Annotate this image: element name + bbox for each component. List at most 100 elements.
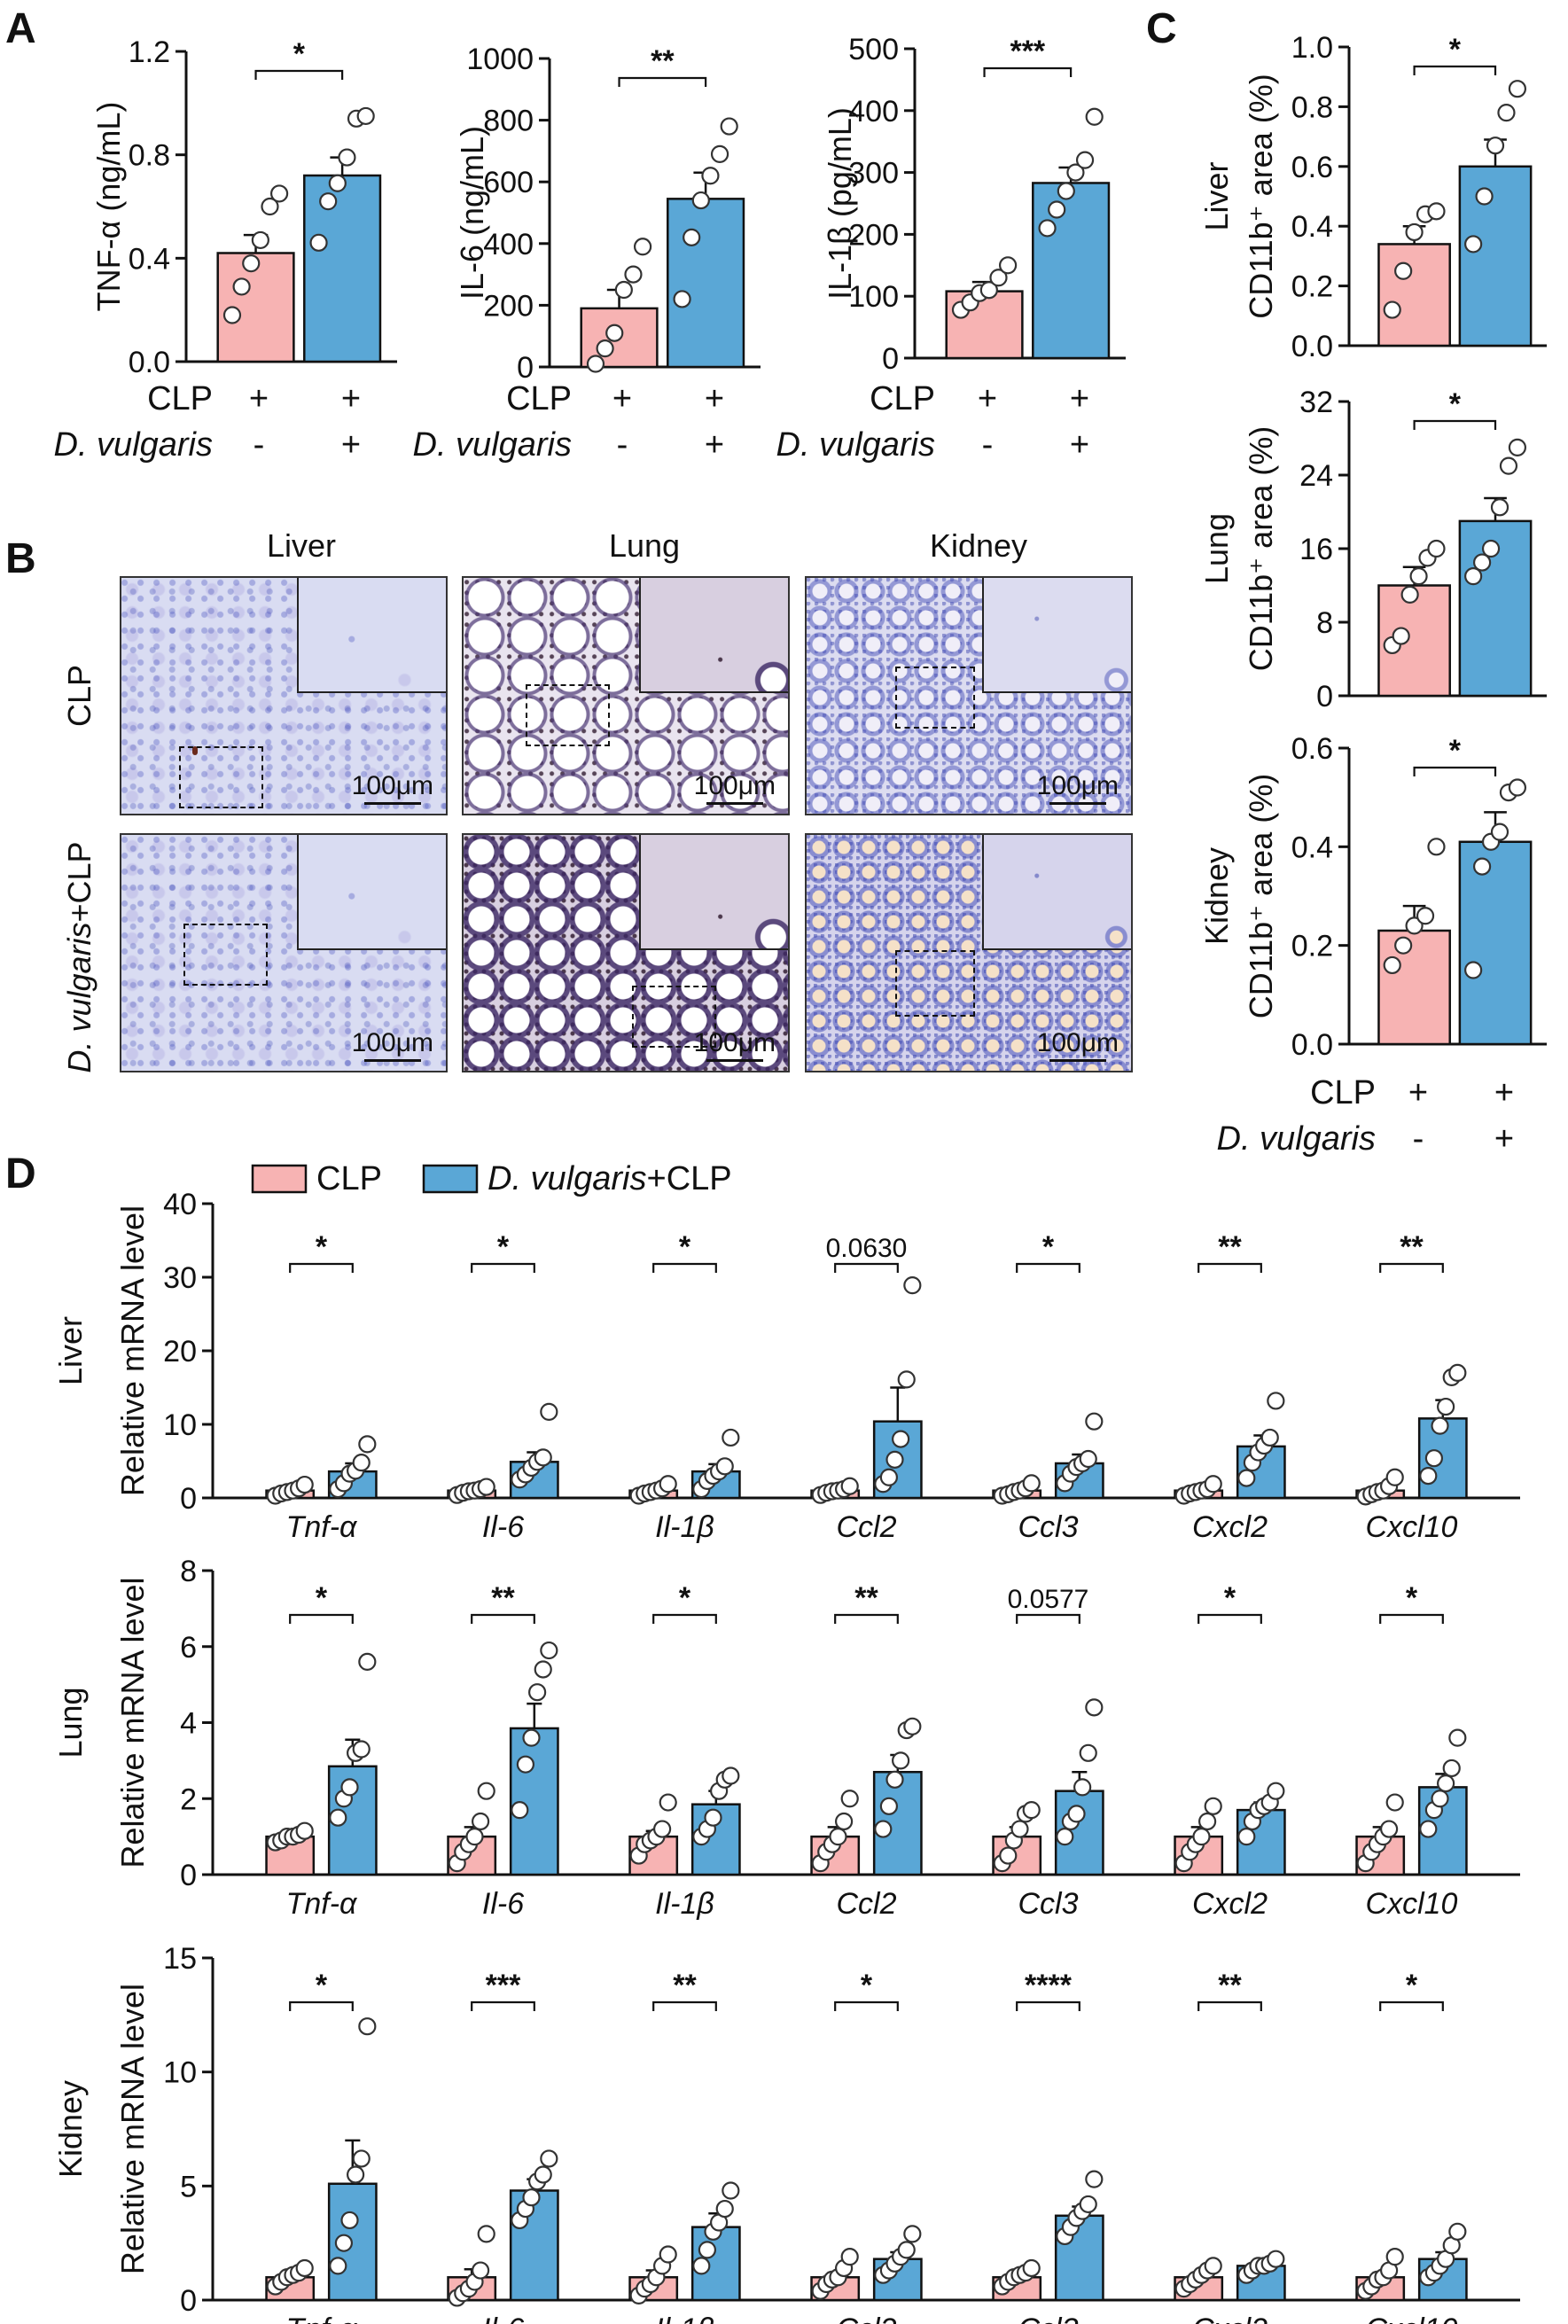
dv-point: [897, 2241, 916, 2259]
dv-point: [352, 1740, 371, 1759]
clp-point: [614, 280, 633, 300]
clp-row-label: CLP: [1310, 1074, 1376, 1111]
category-label: Ccl3: [1018, 2312, 1078, 2324]
clp-point: [1427, 838, 1446, 856]
clp-point: [1204, 2257, 1222, 2275]
dv-row-label: D. vulgaris: [54, 426, 214, 464]
clp-point: [999, 256, 1018, 275]
micro-row-label-dv: D. vulgaris+CLP: [61, 841, 98, 1072]
category-label: Tnf-α: [286, 1510, 358, 1544]
scale-label: 100μm: [1036, 1028, 1119, 1057]
micro-lung-clp: 100μm: [462, 576, 790, 815]
micro-liver-clp: 100μm: [120, 576, 448, 815]
dv-point: [1419, 1820, 1438, 1838]
category-label: Cxcl2: [1192, 2312, 1268, 2324]
dv-point: [1437, 1397, 1455, 1416]
significance-label: *: [497, 1230, 510, 1264]
stain-dot: [192, 746, 198, 755]
dv-point: [1508, 778, 1527, 797]
significance-label: **: [1400, 1230, 1424, 1264]
significance-bracket: [1413, 766, 1497, 776]
significance-bracket: [652, 1262, 717, 1273]
micro-row-label-dv-italic: D. vulgaris: [61, 923, 98, 1073]
panel-letter-a: A: [5, 5, 36, 52]
dv-point: [903, 1717, 922, 1735]
dv-point: [720, 117, 738, 136]
clp-point: [1400, 585, 1419, 604]
legend-swatch-clp: [251, 1164, 308, 1194]
significance-bracket: [1197, 1262, 1262, 1273]
clp-point: [1383, 955, 1401, 975]
clp-point: [1392, 627, 1410, 645]
significance-label: ***: [486, 1969, 521, 2002]
y-tick-label: 0: [882, 342, 899, 376]
significance-label: *: [1406, 1969, 1418, 2002]
y-axis-label: CD11b⁺ area (%): [1243, 426, 1279, 671]
chart-c1: 0.0 0.2 0.4 0.6 0.8 1.0 CD11b⁺ area (%)Liver *: [1198, 31, 1547, 363]
y-tick-label: 30: [163, 1261, 197, 1295]
significance-label: *: [316, 1969, 328, 2002]
significance-label: **: [1218, 1969, 1242, 2002]
y-tick-label: 0.4: [1291, 831, 1333, 864]
scale-label: 100μm: [351, 1028, 433, 1057]
dv-point: [356, 106, 375, 126]
clp-point: [295, 1821, 314, 1840]
significance-label: **: [491, 1581, 515, 1615]
dv-point: [897, 1370, 916, 1389]
clp-bar: [1377, 929, 1451, 1046]
y-tick-label: 200: [848, 218, 899, 252]
scale-label: 100μm: [1036, 771, 1119, 800]
clp-sign: +: [612, 380, 632, 417]
dv-point: [540, 1402, 558, 1421]
clp-point: [659, 1793, 677, 1812]
y-axis-label: CD11b⁺ area (%): [1243, 774, 1279, 1018]
clp-bar: [1377, 243, 1451, 347]
legend: CLP D. vulgaris+CLP: [251, 1160, 732, 1197]
significance-bracket: [1413, 419, 1497, 430]
clp-sign: +: [1408, 1074, 1428, 1111]
significance-bracket: [1379, 1613, 1444, 1624]
category-label: Tnf-α: [286, 1887, 358, 1921]
significance-bracket: [1197, 2000, 1262, 2011]
category-label: Il-1β: [655, 1887, 714, 1921]
y-tick-label: 2: [180, 1782, 197, 1816]
clp-row-label: CLP: [506, 380, 572, 417]
chart-a3: 0 100 200 300 400 500 IL-1β (pg/mL) ***: [822, 33, 1126, 376]
y-tick-label: 0: [180, 1482, 197, 1516]
significance-bracket: [618, 76, 707, 87]
y-tick-label: 6: [180, 1631, 197, 1665]
zoom-inset: [297, 578, 446, 693]
dv-point: [1475, 187, 1494, 206]
legend-label-dv: D. vulgaris+CLP: [488, 1160, 732, 1197]
dv-point: [1085, 1698, 1104, 1717]
dv-sign: +: [1494, 1120, 1514, 1158]
category-label: Ccl3: [1018, 1887, 1078, 1921]
clp-point: [261, 197, 279, 216]
dv-point: [903, 2225, 922, 2243]
dv-point: [722, 2181, 740, 2200]
significance-bracket: [289, 2000, 354, 2011]
dv-point: [1267, 1392, 1285, 1410]
dv-point: [1260, 1428, 1279, 1447]
scale-label: 100μm: [693, 1028, 776, 1057]
organ-label: Kidney: [52, 2080, 89, 2178]
organ-label: Lung: [52, 1687, 89, 1758]
significance-bracket: [652, 1613, 717, 1624]
dv-point: [1056, 1828, 1074, 1846]
dv-point: [1481, 539, 1501, 558]
dv-point: [874, 1820, 893, 1838]
roi-box: [179, 746, 263, 808]
clp-point: [605, 324, 624, 342]
dv-point: [879, 1797, 899, 1815]
y-tick-label: 20: [163, 1335, 197, 1369]
clp-point: [1394, 936, 1413, 955]
clp-point: [222, 306, 242, 324]
category-label: Cxcl2: [1192, 1510, 1268, 1544]
scale-bar: 100μm: [352, 1030, 433, 1062]
dv-sign: -: [1413, 1120, 1424, 1158]
clp-point: [1383, 300, 1401, 319]
dv-point: [328, 174, 347, 192]
dv-point: [1472, 857, 1492, 876]
dv-point: [1066, 163, 1085, 182]
